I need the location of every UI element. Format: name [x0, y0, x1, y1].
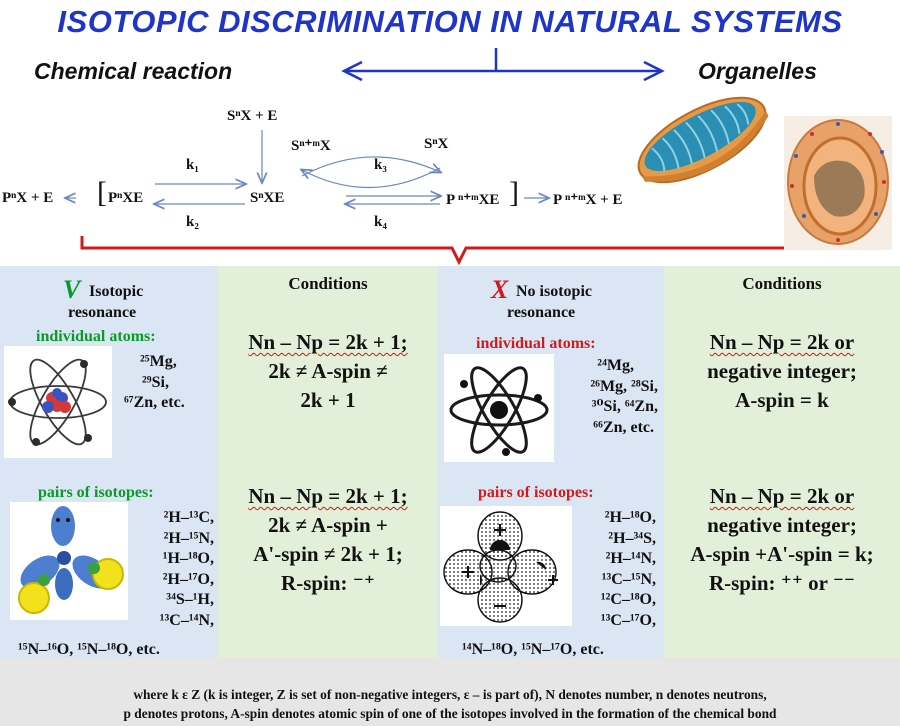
- cell-icon: [784, 116, 892, 250]
- col1-individual-atoms: ²⁵Mg, ²⁹Si, ⁶⁷Zn, etc.: [120, 352, 200, 414]
- formula-line: A-spin +A'-spin = k;: [690, 542, 874, 566]
- col4-bottom-formula: Nn – Np = 2k or negative integer; A-spin…: [664, 482, 900, 598]
- col1-heading-line1: Isotopic: [89, 283, 144, 300]
- col1-pairs-label: pairs of isotopes:: [38, 484, 154, 501]
- isotope-item: ⁶⁶Zn, etc.: [593, 418, 654, 436]
- isotope-pair: ¹H–¹⁸O,: [162, 550, 214, 567]
- isotope-pair: ²H–¹⁷O,: [162, 570, 214, 588]
- orbital-molecule-icon: [10, 502, 128, 620]
- organelles-label: Organelles: [698, 58, 817, 84]
- bracket-right: ]: [509, 176, 519, 209]
- rate-k3: k₃: [374, 157, 387, 173]
- col2-top-formula: Nn – Np = 2k + 1; 2k ≠ A-spin ≠ 2k + 1: [218, 328, 438, 415]
- reaction-complex-left: PⁿXE: [108, 190, 144, 206]
- formula-line: R-spin: ⁺⁺ or ⁻⁻: [708, 571, 856, 595]
- formula-line: A-spin = k: [735, 388, 829, 412]
- isotope-item: ²⁶Mg, ²⁸Si,: [590, 377, 658, 395]
- reaction-right-product: P ⁿ⁺ᵐX + E: [553, 192, 623, 208]
- panel-conditions-no-resonance: [664, 266, 900, 658]
- col3-heading-line1: No isotopic: [516, 283, 592, 300]
- footnote: where k ε Z (k is integer, Z is set of n…: [0, 685, 900, 723]
- isotope-pair: ¹³C–¹⁵N,: [601, 570, 656, 588]
- isotope-pair: ³⁴S–¹H,: [166, 591, 214, 608]
- formula-line: R-spin: ⁻⁺: [281, 571, 375, 595]
- formula-line: 2k + 1: [300, 388, 356, 412]
- isotope-item: ²⁹Si,: [142, 373, 169, 391]
- cross-mark-x: X: [491, 275, 509, 304]
- double-arrow-icon: [341, 48, 665, 82]
- panel-conditions-resonance: [218, 266, 438, 658]
- col3-individual-atoms: ²⁴Mg, ²⁶Mg, ²⁸Si, ³⁰Si, ⁶⁴Zn, ⁶⁶Zn, etc.: [556, 356, 658, 438]
- col4-top-formula: Nn – Np = 2k or negative integer; A-spin…: [664, 328, 900, 415]
- col1-heading-line2: resonance: [68, 304, 137, 321]
- reaction-top-reactant: SⁿX + E: [227, 108, 278, 124]
- mitochondrion-icon: [637, 96, 769, 184]
- col3-pairs-last: ¹⁴N–¹⁸O, ¹⁵N–¹⁷O, etc.: [462, 641, 604, 658]
- col3-heading-line2: resonance: [507, 304, 576, 321]
- formula-line: Nn – Np = 2k + 1;: [248, 330, 408, 354]
- isotope-item: ²⁵Mg,: [140, 353, 177, 370]
- col2-bottom-formula: Nn – Np = 2k + 1; 2k ≠ A-spin + A'-spin …: [218, 482, 438, 598]
- check-mark-v: V: [63, 275, 81, 304]
- formula-line: Nn – Np = 2k or: [709, 330, 855, 354]
- isotope-item: ⁶⁷Zn, etc.: [124, 394, 185, 411]
- formula-line: 2k ≠ A-spin ≠: [268, 359, 388, 383]
- chemical-reaction-label: Chemical reaction: [34, 58, 233, 84]
- bracket-left: [: [97, 176, 107, 209]
- col1-individual-label: individual atoms:: [36, 328, 156, 345]
- isotope-pair: ¹²C–¹⁸O,: [600, 591, 656, 608]
- col1-pairs: ²H–¹³C, ²H–¹⁵N, ¹H–¹⁸O, ²H–¹⁷O, ³⁴S–¹H, …: [126, 508, 214, 631]
- rate-k4: k₄: [374, 214, 387, 230]
- rate-k2: k₂: [186, 214, 199, 230]
- col1-pairs-last: ¹⁵N–¹⁶O, ¹⁵N–¹⁸O, etc.: [18, 641, 160, 658]
- reaction-left-product: PⁿX + E: [2, 190, 54, 206]
- formula-line: Nn – Np = 2k or: [709, 484, 855, 508]
- footnote-line: where k ε Z (k is integer, Z is set of n…: [133, 687, 767, 702]
- col2-heading: Conditions: [288, 274, 368, 293]
- footnote-line: p denotes protons, A-spin denotes atomic…: [123, 706, 777, 721]
- isotope-pair: ¹³C–¹⁴N,: [159, 611, 214, 629]
- footnote-panel: [0, 658, 900, 726]
- col3-pairs: ²H–¹⁸O, ²H–³⁴S, ²H–¹⁴N, ¹³C–¹⁵N, ¹²C–¹⁸O…: [562, 508, 656, 631]
- isotope-pair: ¹³C–¹⁷O,: [600, 611, 656, 629]
- formula-line: Nn – Np = 2k + 1;: [248, 484, 408, 508]
- formula-line: negative integer;: [707, 513, 857, 537]
- atom-icon: [4, 346, 112, 458]
- page-title: ISOTOPIC DISCRIMINATION IN NATURAL SYSTE…: [57, 4, 843, 39]
- atom-dark-icon: [444, 354, 554, 462]
- col3-individual-label: individual atoms:: [476, 335, 596, 352]
- isotope-pair: ²H–¹⁸O,: [604, 509, 656, 526]
- isotope-item: ²⁴Mg,: [597, 357, 634, 374]
- isotope-pair: ²H–³⁴S,: [608, 529, 656, 547]
- formula-line: 2k ≠ A-spin +: [268, 513, 388, 537]
- col4-heading: Conditions: [742, 274, 822, 293]
- reaction-sn-right: SⁿX: [424, 136, 449, 152]
- isotope-item: ³⁰Si, ⁶⁴Zn,: [591, 398, 658, 415]
- isotope-pair: ²H–¹⁴N,: [605, 550, 656, 567]
- formula-line: negative integer;: [707, 359, 857, 383]
- formula-line: A'-spin ≠ 2k + 1;: [253, 542, 403, 566]
- col3-pairs-label: pairs of isotopes:: [478, 484, 594, 501]
- dotted-orbital-molecule-icon: [440, 506, 572, 626]
- isotope-pair: ²H–¹³C,: [163, 509, 214, 526]
- reaction-snm-left: Sⁿ⁺ᵐX: [291, 138, 331, 154]
- isotope-pair: ²H–¹⁵N,: [163, 529, 214, 547]
- reaction-center: SⁿXE: [250, 190, 285, 206]
- rate-k1: k₁: [186, 157, 199, 173]
- reaction-complex-right: P ⁿ⁺ᵐXE: [446, 192, 500, 208]
